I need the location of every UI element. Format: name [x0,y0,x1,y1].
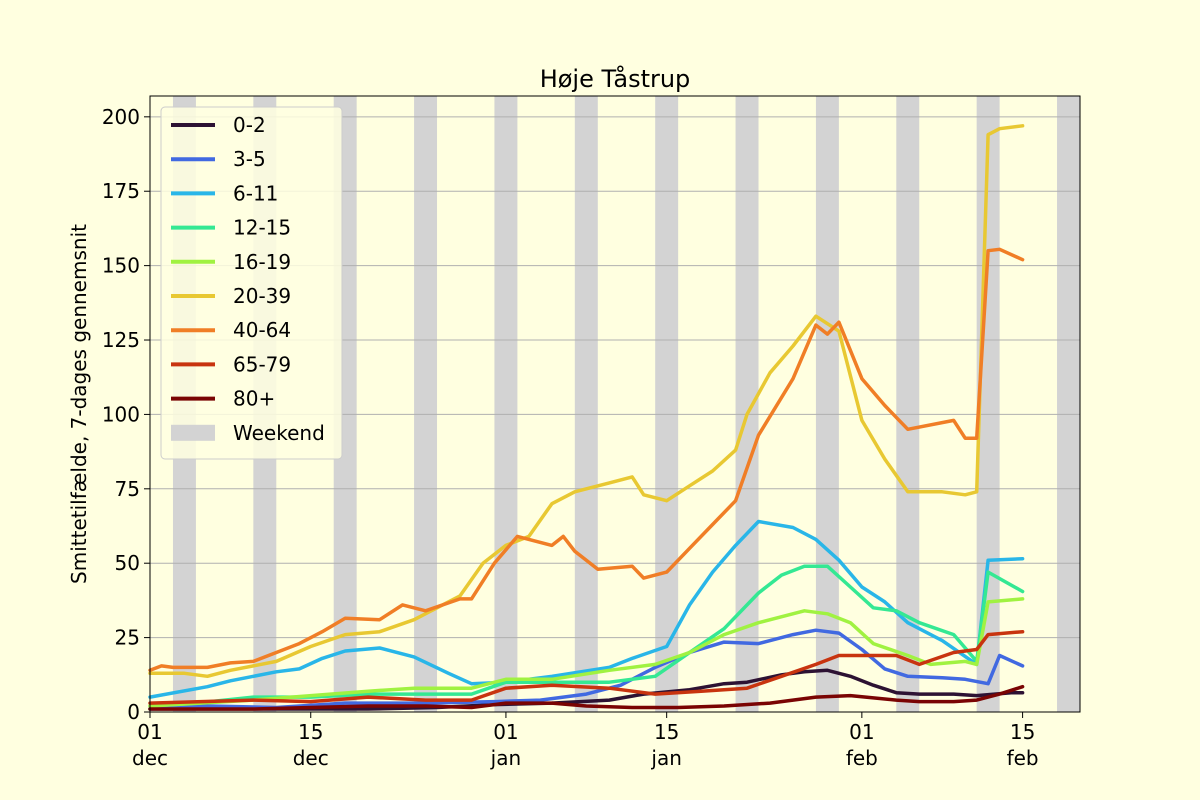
series-line-12-15 [148,564,1025,708]
legend-entry-label: 6-11 [233,181,278,205]
x-tick-month-label: dec [293,746,329,770]
legend: 0-2 3-5 6-11 12-15 16-19 20-39 40-64 65-79 80+ We… [160,106,343,460]
x-tick-month-label: dec [132,746,168,770]
weekend-band [655,96,679,712]
series-line-80+ [148,684,1025,711]
x-tick-label: 15 [298,720,323,744]
series-line-65-79 [148,629,1025,705]
legend-entry-label: 20-39 [233,284,291,308]
series-line-3-5 [148,628,1025,711]
weekend-band [896,96,920,712]
weekend-band [815,96,839,712]
x-tick-label: 01 [493,720,518,744]
legend-weekend-label: Weekend [233,421,325,445]
legend-entry-label: 80+ [233,387,275,411]
weekend-band [574,96,598,712]
x-tick-month-label: jan [490,746,522,770]
series-line-6-11 [148,519,1025,699]
x-tick-label: 01 [137,720,162,744]
series-line-20-39 [148,124,1025,679]
legend-entry-label: 12-15 [233,216,291,240]
weekend-band [494,96,518,712]
x-tick-label: 01 [849,720,874,744]
y-tick-label: 75 [115,477,140,501]
x-tick-month-label: jan [650,746,682,770]
legend-entry-label: 16-19 [233,250,291,274]
y-tick-label: 150 [102,254,140,278]
series-line-40-64 [148,247,1025,673]
legend-entry-label: 65-79 [233,352,291,376]
y-tick-label: 175 [102,179,140,203]
y-tick-label: 125 [102,328,140,352]
y-tick-label: 0 [127,700,140,724]
y-tick-label: 200 [102,105,140,129]
x-tick-label: 15 [654,720,679,744]
x-tick-month-label: feb [846,746,878,770]
y-tick-label: 100 [102,402,140,426]
weekend-band [1057,96,1080,712]
axes-frame [149,95,1081,713]
legend-weekend-swatch [171,424,215,441]
y-tick-label: 25 [115,626,140,650]
weekend-band [735,96,759,712]
legend-entry-label: 3-5 [233,147,266,171]
weekend-band [414,96,438,712]
chart-title: Høje Tåstrup [540,64,691,93]
series-line-16-19 [148,597,1025,708]
x-tick-month-label: feb [1007,746,1039,770]
y-tick-label: 50 [115,551,140,575]
x-tick-label: 15 [1010,720,1035,744]
legend-entry-label: 0-2 [233,113,266,137]
y-axis-label: Smittetilfælde, 7-dages gennemsnit [67,224,91,584]
legend-entry-label: 40-64 [233,318,291,342]
